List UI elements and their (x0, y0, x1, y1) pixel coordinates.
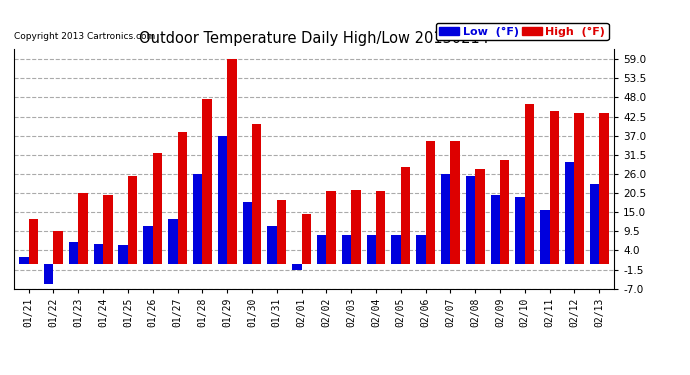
Bar (218, 136, 227, 264)
Bar (475, 169, 484, 264)
Bar (227, 59, 237, 264)
Bar (277, 200, 286, 264)
Bar (599, 113, 609, 264)
Bar (441, 174, 451, 264)
Bar (144, 226, 152, 264)
Bar (103, 195, 112, 264)
Bar (366, 235, 376, 264)
Bar (302, 214, 311, 264)
Bar (574, 113, 584, 264)
Text: Copyright 2013 Cartronics.com: Copyright 2013 Cartronics.com (14, 32, 155, 41)
Bar (351, 190, 361, 264)
Bar (202, 99, 212, 264)
Bar (426, 141, 435, 264)
Bar (193, 174, 202, 264)
Bar (416, 235, 426, 264)
Bar (376, 191, 386, 264)
Bar (550, 111, 559, 264)
Bar (451, 141, 460, 264)
Bar (152, 153, 162, 264)
Bar (342, 235, 351, 264)
Bar (515, 196, 525, 264)
Bar (29, 219, 38, 264)
Bar (326, 191, 336, 264)
Bar (565, 162, 574, 264)
Bar (540, 210, 550, 264)
Bar (54, 231, 63, 264)
Bar (317, 235, 326, 264)
Bar (119, 245, 128, 264)
Bar (466, 176, 475, 264)
Bar (491, 195, 500, 264)
Bar (168, 219, 177, 264)
Legend: Low  (°F), High  (°F): Low (°F), High (°F) (436, 23, 609, 40)
Bar (267, 226, 277, 264)
Bar (590, 184, 599, 264)
Bar (292, 264, 302, 270)
Bar (525, 104, 534, 264)
Bar (69, 242, 78, 264)
Bar (401, 167, 410, 264)
Title: Outdoor Temperature Daily High/Low 20130214: Outdoor Temperature Daily High/Low 20130… (139, 31, 489, 46)
Bar (252, 123, 262, 264)
Bar (19, 258, 29, 264)
Bar (128, 176, 137, 264)
Bar (500, 160, 509, 264)
Bar (391, 235, 401, 264)
Bar (78, 193, 88, 264)
Bar (242, 202, 252, 264)
Bar (94, 243, 103, 264)
Bar (44, 264, 54, 284)
Bar (177, 132, 187, 264)
